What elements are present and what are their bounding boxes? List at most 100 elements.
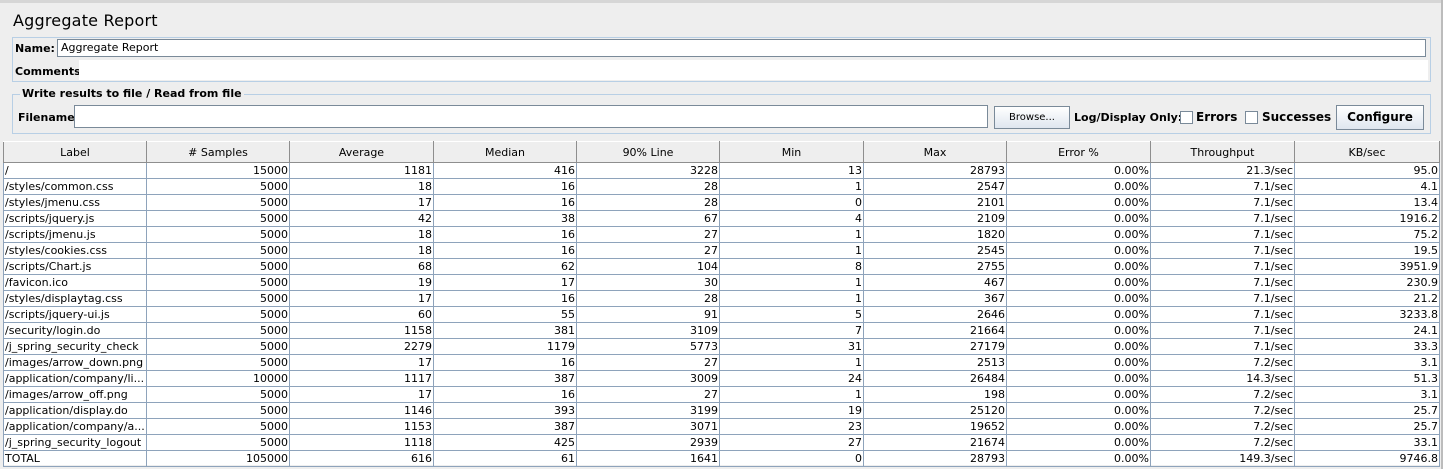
row-value-cell: 2547	[863, 178, 1007, 195]
row-value-cell: 393	[433, 402, 577, 419]
row-value-cell: 17	[289, 354, 434, 371]
column-header[interactable]: Min	[719, 141, 864, 163]
column-header[interactable]: Throughput	[1150, 141, 1295, 163]
row-value-cell: 24	[719, 370, 864, 387]
row-value-cell: 3071	[576, 418, 720, 435]
row-value-cell: 0.00%	[1006, 178, 1151, 195]
row-value-cell: 425	[433, 434, 577, 451]
row-value-cell: 0.00%	[1006, 322, 1151, 339]
row-value-cell: 0.00%	[1006, 258, 1151, 275]
row-value-cell: 18	[289, 242, 434, 259]
row-value-cell: 16	[433, 242, 577, 259]
table-row[interactable]: /application/display.do 5000 1146 393 3199 19…	[3, 402, 1440, 419]
configure-button[interactable]: Configure	[1336, 105, 1424, 130]
comments-input[interactable]	[79, 60, 1428, 80]
table-row[interactable]: /scripts/jquery-ui.js 5000 60 55 91 5 2646 0.00…	[3, 306, 1440, 323]
table-row[interactable]: /styles/jmenu.css 5000 17 16 28 0 2101 0.00% 7.1…	[3, 194, 1440, 211]
column-header[interactable]: Average	[289, 141, 434, 163]
table-body: /15000 1181 416 3228 13 28793 0.00% 21.3/sec 95.…	[3, 162, 1440, 467]
row-value-cell: 105000	[146, 450, 290, 467]
row-value-cell: 5000	[146, 210, 290, 227]
row-value-cell: 7.1/sec	[1150, 242, 1295, 259]
row-value-cell: 2939	[576, 434, 720, 451]
row-value-cell: 23	[719, 418, 864, 435]
column-header[interactable]: 90% Line	[576, 141, 720, 163]
row-label-cell: /styles/jmenu.css	[3, 194, 147, 211]
table-row[interactable]: /favicon.ico 5000 19 17 30 1 467 0.00% 7.1/sec 23…	[3, 274, 1440, 291]
row-value-cell: 7.1/sec	[1150, 322, 1295, 339]
table-row[interactable]: /scripts/Chart.js 5000 68 62 104 8 2755 0.00% 7.…	[3, 258, 1440, 275]
table-row[interactable]: /images/arrow_off.png 5000 17 16 27 1 198 0.00%…	[3, 386, 1440, 403]
table-row[interactable]: /j_spring_security_check 5000 2279 1179 5773…	[3, 338, 1440, 355]
row-value-cell: 2109	[863, 210, 1007, 227]
table-row[interactable]: /styles/displaytag.css 5000 17 16 28 1 367 0.00…	[3, 290, 1440, 307]
column-header[interactable]: Median	[433, 141, 577, 163]
column-header[interactable]: Error %	[1006, 141, 1151, 163]
row-value-cell: 21664	[863, 322, 1007, 339]
table-row[interactable]: /styles/cookies.css 5000 18 16 27 1 2545 0.00% 7…	[3, 242, 1440, 259]
row-value-cell: 4	[719, 210, 864, 227]
row-value-cell: 0.00%	[1006, 290, 1151, 307]
table-row[interactable]: TOTAL 105000 616 61 1641 0 28793 0.00% 149.3/sec…	[3, 450, 1440, 467]
row-value-cell: 5000	[146, 274, 290, 291]
row-value-cell: 91	[576, 306, 720, 323]
row-value-cell: 5000	[146, 338, 290, 355]
filename-input[interactable]	[74, 105, 988, 128]
row-value-cell: 3233.8	[1294, 306, 1440, 323]
row-value-cell: 17	[289, 194, 434, 211]
row-value-cell: 104	[576, 258, 720, 275]
row-value-cell: 68	[289, 258, 434, 275]
row-value-cell: 1	[719, 386, 864, 403]
row-label-cell: /	[3, 162, 147, 179]
browse-button[interactable]: Browse...	[994, 106, 1070, 129]
row-value-cell: 16	[433, 178, 577, 195]
row-value-cell: 27	[576, 386, 720, 403]
row-value-cell: 1820	[863, 226, 1007, 243]
row-label-cell: /styles/displaytag.css	[3, 290, 147, 307]
table-row[interactable]: /application/company/a... 5000 1153 387 3071…	[3, 418, 1440, 435]
results-table: Label # Samples Average Median 90% Line Min Ma…	[3, 141, 1440, 467]
table-row[interactable]: /15000 1181 416 3228 13 28793 0.00% 21.3/sec 95.…	[3, 162, 1440, 179]
table-row[interactable]: /security/login.do 5000 1158 381 3109 7 21664 0…	[3, 322, 1440, 339]
row-value-cell: 0.00%	[1006, 354, 1151, 371]
row-value-cell: 7.2/sec	[1150, 354, 1295, 371]
table-row[interactable]: /j_spring_security_logout 5000 1118 425 2939…	[3, 434, 1440, 451]
successes-checkbox[interactable]	[1245, 111, 1258, 124]
row-value-cell: 1	[719, 226, 864, 243]
table-row[interactable]: /application/company/li... 10000 1117 387 30…	[3, 370, 1440, 387]
errors-checkbox[interactable]	[1180, 111, 1193, 124]
row-value-cell: 0.00%	[1006, 210, 1151, 227]
comments-label: Comments:	[15, 65, 86, 78]
row-value-cell: 5773	[576, 338, 720, 355]
row-label-cell: /scripts/jmenu.js	[3, 226, 147, 243]
row-label-cell: /favicon.ico	[3, 274, 147, 291]
table-row[interactable]: /styles/common.css 5000 18 16 28 1 2547 0.00% 7.…	[3, 178, 1440, 195]
row-value-cell: 1146	[289, 402, 434, 419]
row-value-cell: 0	[719, 450, 864, 467]
column-header[interactable]: # Samples	[146, 141, 290, 163]
row-value-cell: 5000	[146, 194, 290, 211]
column-header[interactable]: Label	[3, 141, 147, 163]
row-value-cell: 7.1/sec	[1150, 258, 1295, 275]
column-header[interactable]: Max	[863, 141, 1007, 163]
row-value-cell: 0.00%	[1006, 162, 1151, 179]
name-input[interactable]: Aggregate Report	[57, 39, 1426, 57]
row-value-cell: 16	[433, 194, 577, 211]
column-header[interactable]: KB/sec	[1294, 141, 1440, 163]
row-value-cell: 387	[433, 370, 577, 387]
row-label-cell: /security/login.do	[3, 322, 147, 339]
row-value-cell: 14.3/sec	[1150, 370, 1295, 387]
row-value-cell: 0.00%	[1006, 242, 1151, 259]
row-value-cell: 25.7	[1294, 402, 1440, 419]
table-row[interactable]: /images/arrow_down.png 5000 17 16 27 1 2513 0.0…	[3, 354, 1440, 371]
row-value-cell: 28793	[863, 162, 1007, 179]
row-value-cell: 0.00%	[1006, 338, 1151, 355]
table-row[interactable]: /scripts/jquery.js 5000 42 38 67 4 2109 0.00% 7.…	[3, 210, 1440, 227]
row-value-cell: 1641	[576, 450, 720, 467]
row-value-cell: 198	[863, 386, 1007, 403]
row-value-cell: 7.1/sec	[1150, 306, 1295, 323]
row-value-cell: 5000	[146, 418, 290, 435]
row-value-cell: 7.1/sec	[1150, 226, 1295, 243]
table-row[interactable]: /scripts/jmenu.js 5000 18 16 27 1 1820 0.00% 7.1…	[3, 226, 1440, 243]
row-value-cell: 13	[719, 162, 864, 179]
